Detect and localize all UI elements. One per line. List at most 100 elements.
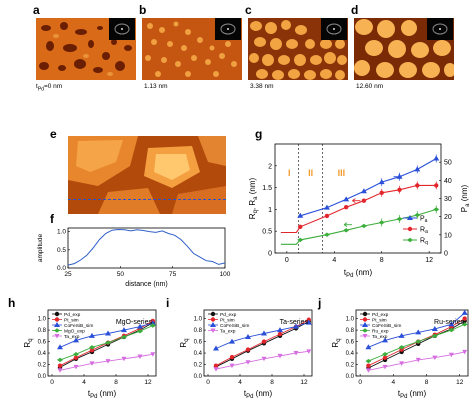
data-point <box>431 333 438 339</box>
series-violet <box>57 352 156 373</box>
x-axis-label: tPd (nm) <box>88 389 117 400</box>
x-tick-label: 0 <box>50 379 54 386</box>
y-tick-label: 0.6 <box>194 340 203 346</box>
legend-label: Ta_exp <box>372 334 388 340</box>
y-tick-label: 0.2 <box>38 363 47 369</box>
data-point <box>137 329 143 334</box>
data-point <box>105 340 111 345</box>
data-point <box>213 367 219 372</box>
legend-label: Pt_sim <box>220 318 235 324</box>
panel-label-i: i <box>166 296 170 310</box>
data-point <box>57 344 63 350</box>
data-point <box>57 368 63 373</box>
afm-image-c <box>248 18 348 80</box>
data-point <box>323 232 330 237</box>
data-point <box>121 334 127 340</box>
legend-marker <box>54 317 60 322</box>
chart-i: 0 4 8 12 0.0 0.2 0.4 0.6 0.8 1.0 Ta-series Pd_expPt… <box>179 309 313 400</box>
y-tick-label: 0.0 <box>57 265 66 272</box>
x-tick-label: 12 <box>144 379 152 386</box>
y2-tick-label: 50 <box>444 160 452 167</box>
legend-label: Pd_exp <box>64 312 81 318</box>
y-tick-label: 1.0 <box>194 317 203 323</box>
data-point <box>261 356 267 362</box>
data-point <box>121 356 127 362</box>
data-point <box>343 205 349 210</box>
data-point <box>382 351 389 357</box>
y-tick-label: 2 <box>268 163 272 170</box>
legend-marker <box>362 334 368 339</box>
x-tick-label: 8 <box>425 379 429 386</box>
series-green <box>57 323 156 363</box>
data-point <box>89 347 95 353</box>
data-point <box>297 212 304 218</box>
data-point <box>245 347 251 352</box>
data-point <box>398 332 405 338</box>
data-point <box>105 359 111 364</box>
x-axis-label: tPd (nm) <box>398 389 427 400</box>
data-point <box>245 360 251 365</box>
profile-line <box>68 199 226 200</box>
data-point <box>277 327 283 333</box>
data-point <box>57 357 63 363</box>
data-point <box>150 352 156 357</box>
y2-axis-label: Pa (nm) <box>460 184 471 212</box>
legend-label: MgO_exp <box>64 329 85 335</box>
data-point <box>105 330 111 336</box>
data-point <box>229 354 235 360</box>
panel-label-e: e <box>50 127 57 141</box>
data-point <box>137 323 143 329</box>
y-tick-label: 0.6 <box>346 340 355 346</box>
legend-marker <box>54 328 60 333</box>
axis-arrow-blue <box>393 174 402 180</box>
data-point <box>432 355 438 361</box>
data-point <box>461 309 468 315</box>
legend-marker <box>210 317 216 322</box>
data-point <box>73 351 79 357</box>
legend-label: Pd_exp <box>372 312 389 318</box>
legend-label: Pa <box>420 216 428 225</box>
panel-label-h: h <box>8 296 16 310</box>
y-axis-label: Rq <box>331 338 342 347</box>
y-tick-label: 0.6 <box>38 340 47 346</box>
legend-label: Pd_exp <box>220 312 237 318</box>
y-tick-label: 0.2 <box>194 363 203 369</box>
amplitude-line <box>67 228 226 266</box>
panel-label-d: d <box>351 3 359 17</box>
x-tick-label: 4 <box>392 379 396 386</box>
series-blue <box>213 319 312 351</box>
legend-marker <box>362 311 368 317</box>
data-point <box>415 329 422 335</box>
y-tick-label: 1.0 <box>346 317 355 323</box>
panel-label-f: f <box>50 212 54 226</box>
caption-b: 1.13 nm <box>144 83 168 90</box>
legend-label: Pt_sim <box>64 318 79 324</box>
y-tick-label: 1.0 <box>57 229 66 236</box>
data-point <box>149 323 156 328</box>
data-point <box>306 349 312 354</box>
legend-marker <box>210 311 216 317</box>
x-tick-label: 0 <box>358 379 362 386</box>
x-tick-label: 12 <box>456 379 464 386</box>
y-tick-label: 0.8 <box>38 328 47 334</box>
plot-frame <box>203 309 313 377</box>
legend-marker <box>407 215 413 220</box>
data-point <box>382 364 388 370</box>
y-tick-label: 0.5 <box>262 229 272 236</box>
data-point <box>261 339 267 344</box>
series-violet <box>213 349 312 372</box>
y-tick-label: 0.4 <box>38 351 47 357</box>
data-point <box>73 337 79 343</box>
data-point <box>461 322 468 327</box>
y-axis-label: Rq <box>23 338 34 347</box>
x-tick-label: 4 <box>238 379 242 386</box>
x-tick-label: 4 <box>332 257 336 264</box>
data-point <box>415 339 422 344</box>
data-point <box>73 364 79 370</box>
legend-marker <box>54 322 60 327</box>
y-tick-label: 1.0 <box>38 317 47 323</box>
series-line <box>280 184 437 234</box>
series-green <box>365 322 468 364</box>
afm-image-a <box>36 18 136 80</box>
